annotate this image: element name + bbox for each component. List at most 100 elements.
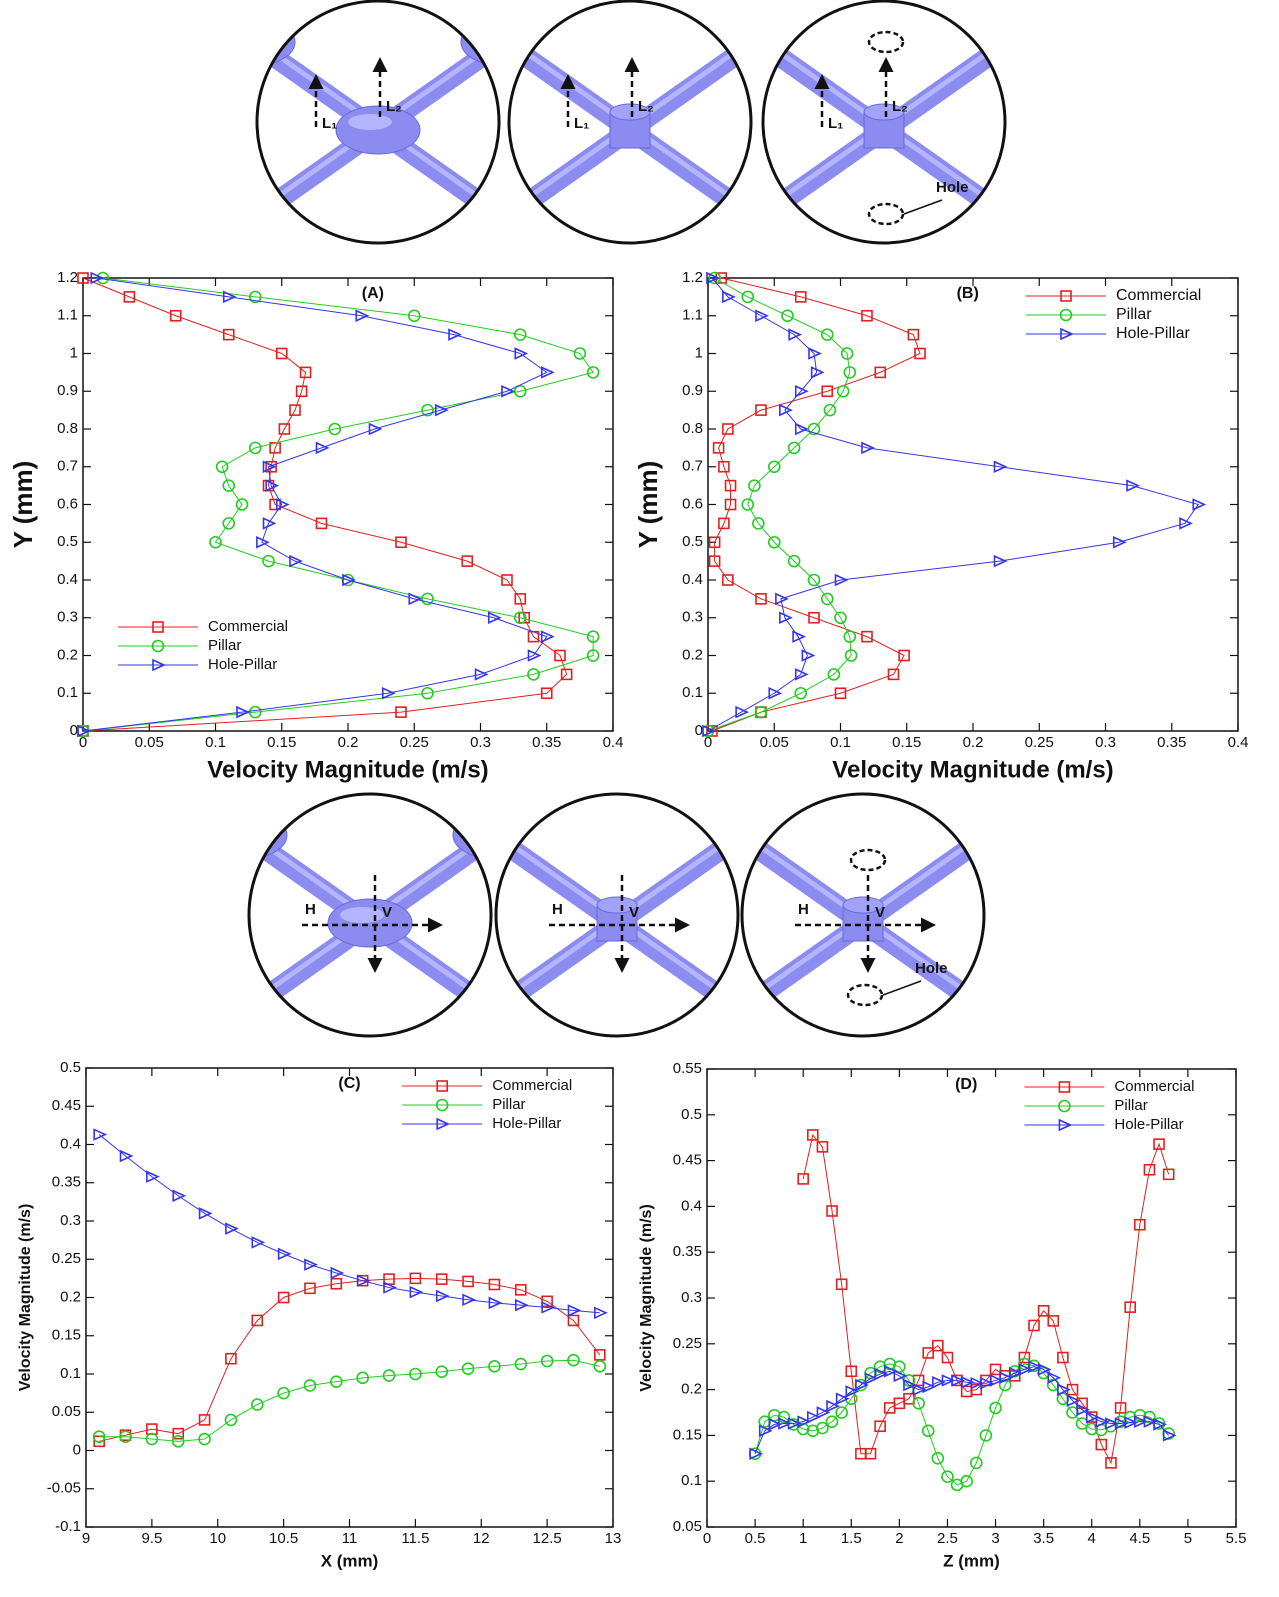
rod-highlight [370, 655, 495, 743]
pillar-body [485, 200, 525, 236]
rod [1134, 306, 1259, 394]
y-tick-label: 0.5 [681, 1106, 702, 1123]
pillar-top [1093, 897, 1133, 913]
x-tick-label: 1 [799, 1530, 807, 1547]
pillar-top [485, 16, 525, 32]
rod-highlight [370, 1095, 495, 1183]
rod-highlight [988, 1183, 1113, 1271]
legend-label: Hole-Pillar [492, 1115, 561, 1132]
rod-highlight [1134, 302, 1259, 390]
rod [1009, 394, 1134, 482]
diagram-label: V [875, 904, 885, 921]
node-highlight [223, 26, 267, 42]
rod [755, 394, 880, 482]
rod-highlight [988, 1095, 1113, 1183]
plot-frame [86, 1068, 613, 1527]
y-tick-label: 0.2 [681, 1381, 702, 1398]
node-joint [203, 987, 287, 1035]
diagram-label: L₁ [828, 115, 843, 132]
rod-highlight [613, 1095, 738, 1183]
x-tick-label: 5 [1184, 1530, 1192, 1547]
diagram-label: H [798, 901, 809, 918]
pillar-top [722, 985, 762, 1001]
rod-highlight [495, 655, 620, 743]
rod-highlight [884, 302, 1009, 390]
node-highlight [598, 290, 642, 306]
diagram-label: L₂ [638, 98, 654, 115]
y-tick-label: 1.1 [682, 307, 703, 324]
x-tick-label: 0.4 [603, 734, 624, 751]
pillar-body [847, 1081, 887, 1117]
rod [988, 1011, 1113, 1099]
y-tick-label: 0.9 [682, 382, 703, 399]
pillar-body [1093, 905, 1133, 941]
y-tick-label: 0.4 [682, 571, 703, 588]
rod [1134, 130, 1259, 218]
pillar-body [735, 200, 775, 236]
pillar-top [968, 985, 1008, 1001]
rod-highlight [867, 1095, 992, 1183]
pillar-top [614, 280, 654, 296]
x-tick-label: 12.5 [533, 1530, 562, 1547]
rod-highlight [245, 567, 370, 655]
y-tick-label: 0.05 [673, 1518, 702, 1535]
rod-highlight [245, 1183, 370, 1271]
y-tick-label: 0.4 [681, 1197, 702, 1214]
node-highlight [590, 1083, 634, 1099]
pillar-body [722, 993, 762, 1029]
x-tick-label: 0.2 [338, 734, 359, 751]
rod-highlight [988, 831, 1113, 919]
legend-label: Pillar [208, 637, 241, 654]
rod [1134, 0, 1259, 42]
rod-highlight [128, 38, 253, 126]
rod-highlight [863, 655, 988, 743]
y-axis-title: Y (mm) [8, 461, 38, 549]
rod [617, 659, 742, 747]
pillar-body [472, 993, 512, 1029]
y-tick-label: 0.15 [52, 1327, 81, 1344]
x-tick-label: 2.5 [937, 1530, 958, 1547]
rod [884, 306, 1009, 394]
rod [495, 571, 620, 659]
node-joint [78, 1075, 162, 1123]
diagram-label: L₂ [386, 98, 402, 115]
rod-highlight [863, 1095, 988, 1183]
rod-highlight [245, 1095, 370, 1183]
y-tick-label: 0.9 [57, 382, 78, 399]
rod [120, 1011, 245, 1099]
pillar-top [722, 809, 762, 825]
node-highlight [98, 290, 142, 306]
rod-highlight [617, 655, 742, 743]
node-highlight [90, 907, 134, 923]
rod [617, 1099, 742, 1187]
rod-highlight [988, 567, 1113, 655]
rod [245, 1187, 370, 1275]
pillar-top [610, 280, 650, 296]
pillar-body [718, 817, 758, 853]
rod [620, 659, 745, 747]
y-tick-label: 1.2 [57, 269, 78, 286]
pillar-body [722, 817, 762, 853]
node-joint [336, 106, 420, 154]
x-tick-label: 0.5 [745, 1530, 766, 1547]
rod [370, 1099, 495, 1187]
y-tick-label: 0.1 [60, 1365, 81, 1382]
node-highlight [215, 995, 259, 1011]
y-tick-label: -0.1 [55, 1518, 81, 1535]
legend-label: Pillar [492, 1096, 525, 1113]
x-tick-label: 12 [473, 1530, 490, 1547]
x-tick-label: 0 [703, 1530, 711, 1547]
rod-highlight [380, 302, 505, 390]
y-tick-label: 0.5 [57, 533, 78, 550]
rod-highlight [880, 302, 1005, 390]
node-highlight [340, 907, 384, 923]
rod-highlight [1009, 126, 1134, 214]
y-tick-label: 0.55 [673, 1060, 702, 1077]
x-tick-label: 11.5 [401, 1530, 429, 1547]
figure: L₁L₂L₁L₂L₁L₂HoleHVHVHVHole00.050.10.150.… [0, 0, 1279, 1597]
rod-highlight [503, 390, 628, 478]
y-tick-label: 0.3 [60, 1212, 81, 1229]
pillar-body [597, 1081, 637, 1117]
x-tick-label: 0.3 [470, 734, 491, 751]
y-tick-label: 1 [695, 344, 703, 361]
